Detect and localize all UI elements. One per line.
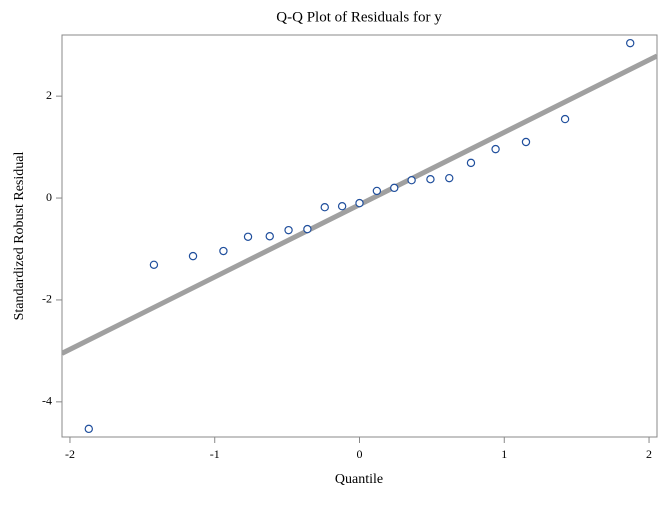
data-point [84,424,93,434]
plot-frame [61,34,658,438]
x-tick-label: -1 [210,447,220,461]
data-point [466,158,476,168]
data-point [243,232,253,241]
data-point [188,251,198,261]
data-point [521,137,531,147]
data-point [560,114,570,124]
data-point [320,203,329,212]
data-point [491,144,500,154]
data-point [284,225,293,235]
data-point [303,224,312,234]
data-point [149,260,159,269]
x-axis-label: Quantile [335,472,383,487]
data-point [426,174,435,184]
data-point [626,38,635,48]
chart-title: Q-Q Plot of Residuals for y [276,9,442,25]
data-point [355,198,364,208]
x-tick-label: 0 [357,447,363,461]
y-axis-label: Standardized Robust Residual [12,152,27,321]
y-tick-label: 2 [46,88,52,102]
data-point [337,201,347,211]
x-tick-label: 2 [646,447,652,461]
y-tick-label: 0 [46,190,52,204]
data-point [265,232,274,241]
data-point [445,173,454,183]
x-tick-label: 1 [501,447,507,461]
data-point [219,246,228,256]
y-tick-label: -4 [42,394,52,408]
data-point [390,183,399,193]
data-point [372,186,382,196]
x-tick-label: -2 [65,447,75,461]
data-point [407,176,416,185]
y-tick-label: -2 [42,292,52,306]
